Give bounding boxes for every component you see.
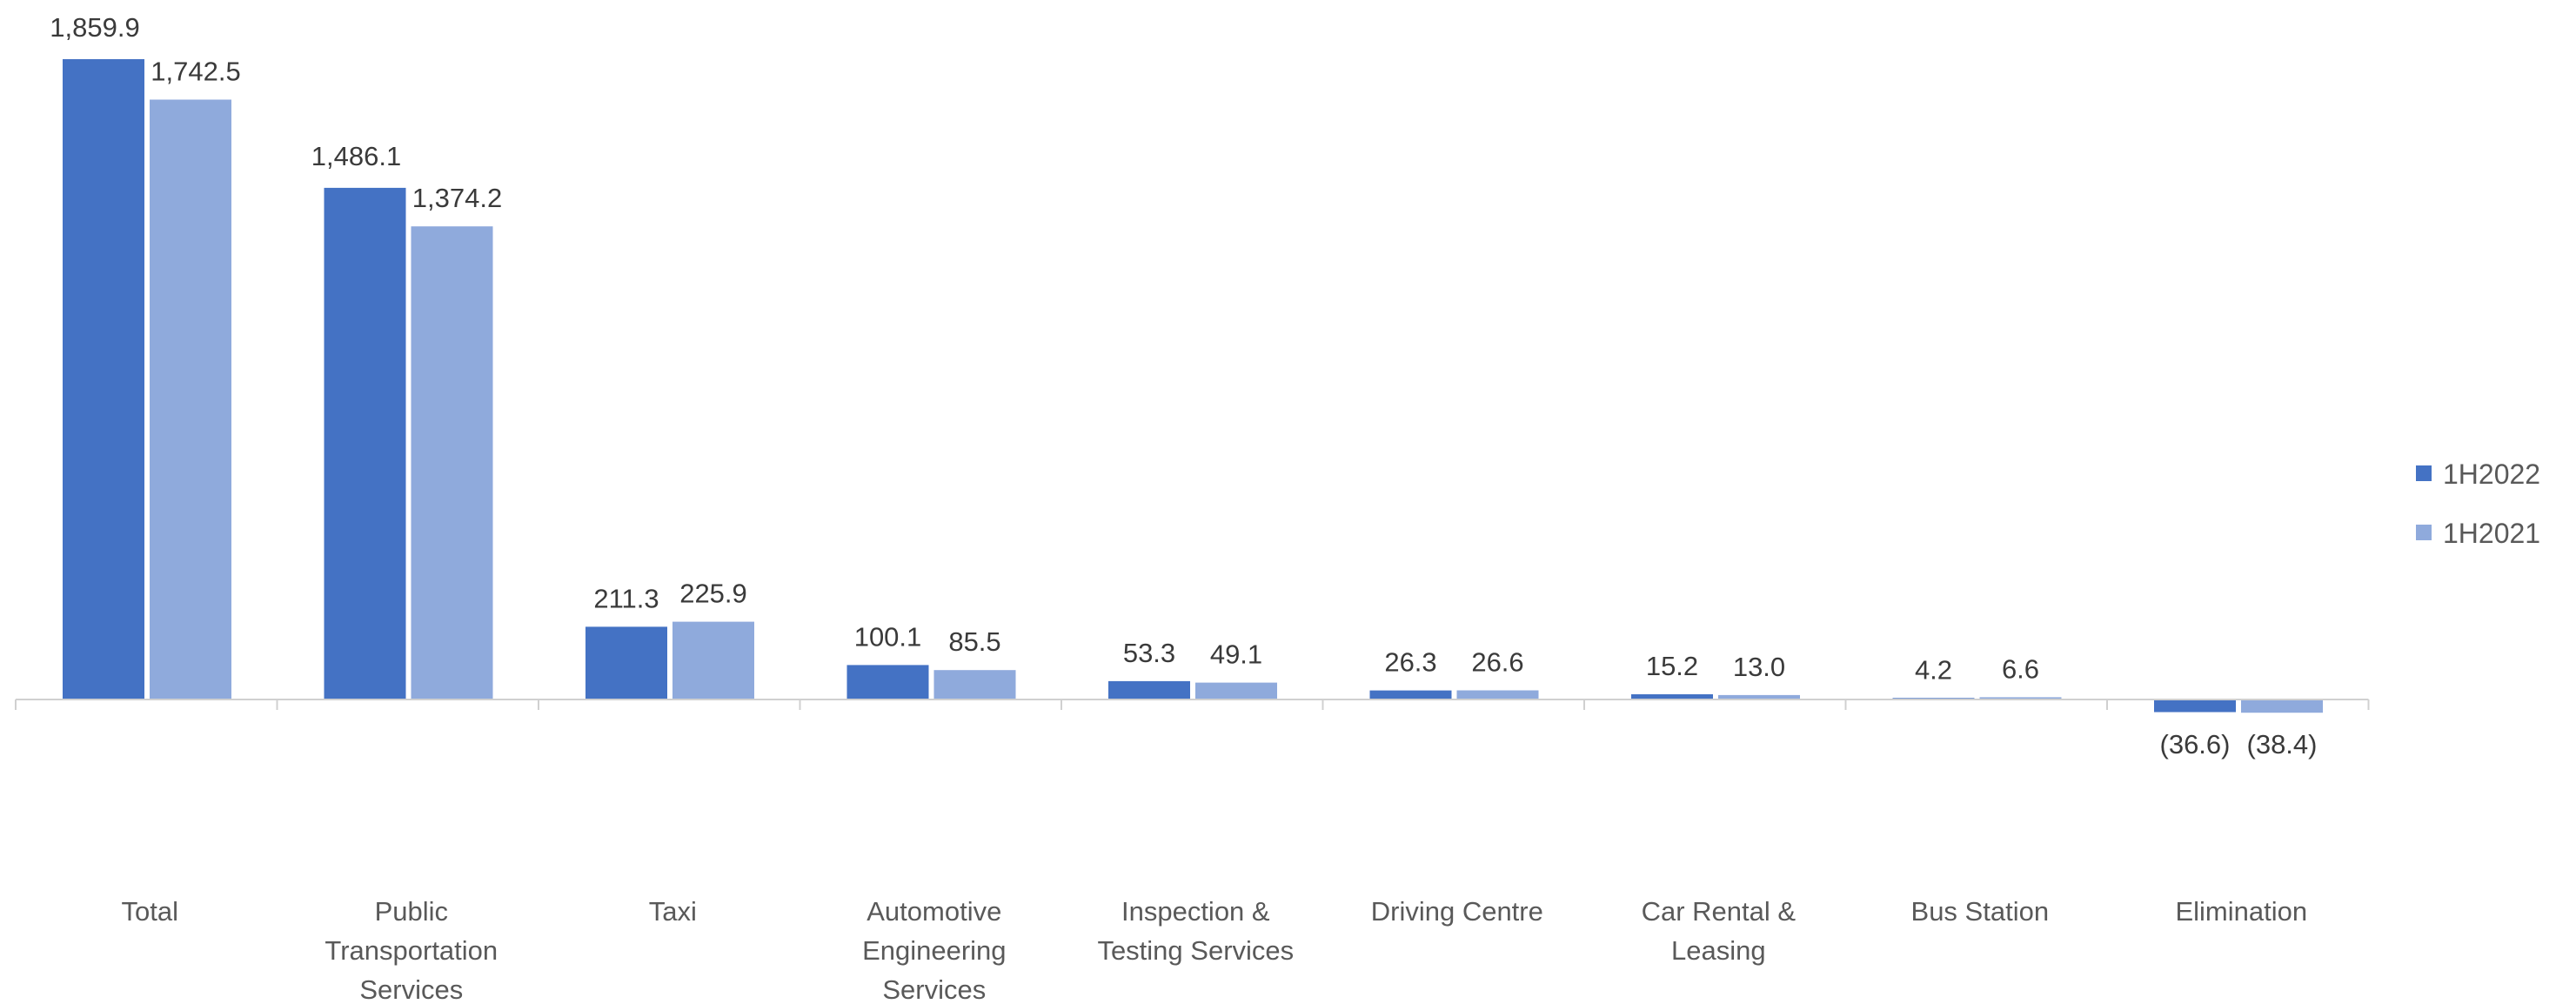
data-label-1h2022-2: 211.3 [593, 583, 659, 613]
data-label-1h2021-3: 85.5 [948, 626, 1000, 657]
data-label-1h2021-5: 26.6 [1471, 647, 1523, 678]
bar-1h2021-1 [411, 226, 493, 699]
bar-1h2022-5 [1369, 690, 1452, 699]
data-label-1h2021-8: (38.4) [2247, 729, 2318, 760]
data-label-1h2022-7: 4.2 [1915, 654, 1952, 685]
category-label-6: Car Rental & Leasing [1642, 896, 1797, 966]
data-label-1h2022-6: 15.2 [1646, 651, 1698, 681]
category-label-0: Total [122, 896, 178, 927]
data-label-1h2022-3: 100.1 [854, 621, 922, 652]
bar-1h2021-8 [2241, 699, 2323, 713]
data-label-1h2021-6: 13.0 [1733, 652, 1785, 682]
data-label-1h2021-7: 6.6 [2002, 653, 2039, 684]
bar-1h2022-0 [63, 59, 144, 699]
bar-1h2022-2 [585, 626, 667, 699]
category-labels-layer: Total Public Transportation Services Taxi Aut… [122, 896, 2308, 1004]
data-label-1h2021-0: 1,742.5 [151, 57, 240, 87]
data-label-1h2021-2: 225.9 [679, 579, 747, 609]
bar-1h2022-8 [2154, 699, 2236, 713]
category-label-1: Public Transportation Services [325, 896, 498, 1004]
bar-1h2022-1 [324, 187, 406, 699]
data-label-1h2022-4: 53.3 [1123, 638, 1175, 668]
data-label-1h2022-1: 1,486.1 [311, 141, 401, 171]
data-label-1h2022-0: 1,859.9 [50, 12, 139, 43]
category-label-5: Driving Centre [1371, 896, 1543, 927]
data-labels-layer: 1,859.9 1,742.5 1,486.1 1,374.2 211.3 225.9 10… [50, 12, 2317, 760]
bar-1h2021-7 [1979, 697, 2062, 699]
data-label-1h2022-8: (36.6) [2160, 729, 2231, 760]
bar-1h2021-6 [1718, 694, 1800, 699]
bar-1h2022-4 [1108, 680, 1190, 699]
bar-1h2022-6 [1631, 694, 1713, 699]
category-label-3: Automotive Engineering Services [862, 896, 1006, 1004]
bar-1h2021-0 [150, 99, 231, 699]
data-label-1h2021-4: 49.1 [1210, 639, 1262, 670]
legend-swatch-1h2022 [2416, 465, 2432, 481]
x-axis [15, 699, 2370, 710]
legend-label-1h2022: 1H2022 [2443, 458, 2540, 490]
legend-label-1h2021: 1H2021 [2443, 518, 2540, 549]
category-label-4: Inspection & Testing Services [1097, 896, 1294, 966]
legend-swatch-1h2021 [2416, 525, 2432, 540]
legend: 1H2022 1H2021 [2416, 458, 2540, 549]
bar-1h2021-3 [933, 670, 1016, 699]
category-label-8: Elimination [2175, 896, 2307, 927]
bar-1h2021-5 [1456, 690, 1539, 699]
data-label-1h2022-5: 26.3 [1384, 647, 1436, 678]
bar-1h2021-2 [672, 621, 754, 699]
bar-1h2022-3 [846, 665, 929, 699]
bar-1h2021-4 [1195, 682, 1277, 699]
category-label-7: Bus Station [1911, 896, 2050, 927]
bars-layer [63, 59, 2323, 713]
category-label-2: Taxi [649, 896, 697, 927]
data-label-1h2021-1: 1,374.2 [412, 183, 502, 213]
